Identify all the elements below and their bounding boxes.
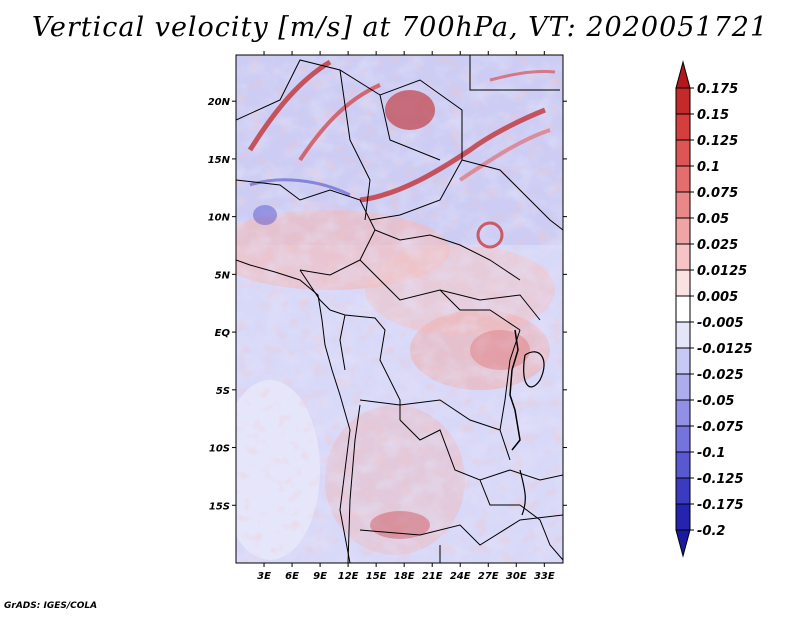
colorbar-label: 0.125 bbox=[697, 134, 738, 149]
colorbar-swatch bbox=[675, 217, 691, 245]
lat-tick-label: 15S bbox=[209, 501, 230, 512]
colorbar-label: 0.1 bbox=[697, 160, 720, 175]
colorbar-label: 0.075 bbox=[697, 186, 738, 201]
colorbar-label: -0.2 bbox=[697, 524, 725, 539]
colorbar-swatch bbox=[675, 243, 691, 271]
lon-tick-label: 15E bbox=[366, 571, 387, 582]
map-title: Vertical velocity [m/s] at 700hPa, VT: 2… bbox=[31, 12, 769, 43]
colorbar-swatch bbox=[675, 191, 691, 219]
lat-tick-label: 5N bbox=[215, 270, 231, 281]
colorbar-swatch bbox=[675, 269, 691, 297]
colorbar-label: -0.005 bbox=[697, 316, 744, 331]
colorbar-swatch bbox=[675, 503, 691, 531]
lon-tick-label: 12E bbox=[338, 571, 359, 582]
colorbar-label: 0.0125 bbox=[697, 264, 747, 279]
lat-tick-label: EQ bbox=[215, 328, 231, 339]
lon-tick-label: 27E bbox=[478, 571, 499, 582]
lat-tick-label: 15N bbox=[208, 155, 231, 166]
velocity-field bbox=[236, 55, 563, 563]
colorbar-swatch bbox=[675, 425, 691, 453]
lon-tick-label: 9E bbox=[313, 571, 327, 582]
colorbar-label: -0.075 bbox=[697, 420, 744, 435]
colorbar-label: -0.175 bbox=[697, 498, 744, 513]
lon-tick-label: 33E bbox=[534, 571, 555, 582]
colorbar-swatch bbox=[675, 321, 691, 349]
colorbar-label: -0.1 bbox=[697, 446, 725, 461]
colorbar-swatch bbox=[675, 113, 691, 141]
colorbar-swatch bbox=[675, 87, 691, 115]
colorbar-bottom-arrow bbox=[675, 529, 691, 558]
lon-tick-label: 30E bbox=[506, 571, 527, 582]
colorbar-swatch bbox=[675, 451, 691, 479]
colorbar-top-arrow bbox=[675, 60, 691, 89]
longitude-axis: 3E 6E 9E 12E 15E 18E 21E 24E 27E 30E 33E bbox=[257, 51, 555, 582]
lon-tick-label: 3E bbox=[257, 571, 271, 582]
colorbar-swatch bbox=[675, 295, 691, 323]
lat-tick-label: 5S bbox=[216, 386, 230, 397]
lat-tick-label: 20N bbox=[208, 97, 231, 108]
plot-frame bbox=[235, 54, 564, 564]
grads-credit: GrADS: IGES/COLA bbox=[4, 601, 98, 611]
colorbar-swatch bbox=[675, 139, 691, 167]
colorbar-label: 0.05 bbox=[697, 212, 729, 227]
colorbar-label: -0.0125 bbox=[697, 342, 753, 357]
colorbar-label: 0.005 bbox=[697, 290, 738, 305]
colorbar-swatch bbox=[675, 373, 691, 401]
lat-tick-label: 10S bbox=[209, 444, 230, 455]
colorbar: 0.175 0.15 0.125 0.1 0.075 0.05 0.025 0.0125 0.0… bbox=[675, 60, 753, 558]
lon-tick-label: 21E bbox=[422, 571, 443, 582]
colorbar-swatch bbox=[675, 399, 691, 427]
latitude-axis: 20N 15N 10N 5N EQ 5S 10S 15S bbox=[208, 97, 567, 512]
colorbar-label: -0.125 bbox=[697, 472, 744, 487]
colorbar-label: -0.025 bbox=[697, 368, 744, 383]
colorbar-label: 0.175 bbox=[697, 82, 738, 97]
colorbar-swatch bbox=[675, 347, 691, 375]
colorbar-swatch bbox=[675, 165, 691, 193]
colorbar-label: 0.025 bbox=[697, 238, 738, 253]
colorbar-label: 0.15 bbox=[697, 108, 729, 123]
lat-tick-label: 10N bbox=[208, 213, 231, 224]
colorbar-label: -0.05 bbox=[697, 394, 734, 409]
lon-tick-label: 6E bbox=[285, 571, 299, 582]
country-borders bbox=[236, 55, 563, 563]
lon-tick-label: 24E bbox=[450, 571, 471, 582]
lon-tick-label: 18E bbox=[394, 571, 415, 582]
colorbar-swatch bbox=[675, 477, 691, 505]
